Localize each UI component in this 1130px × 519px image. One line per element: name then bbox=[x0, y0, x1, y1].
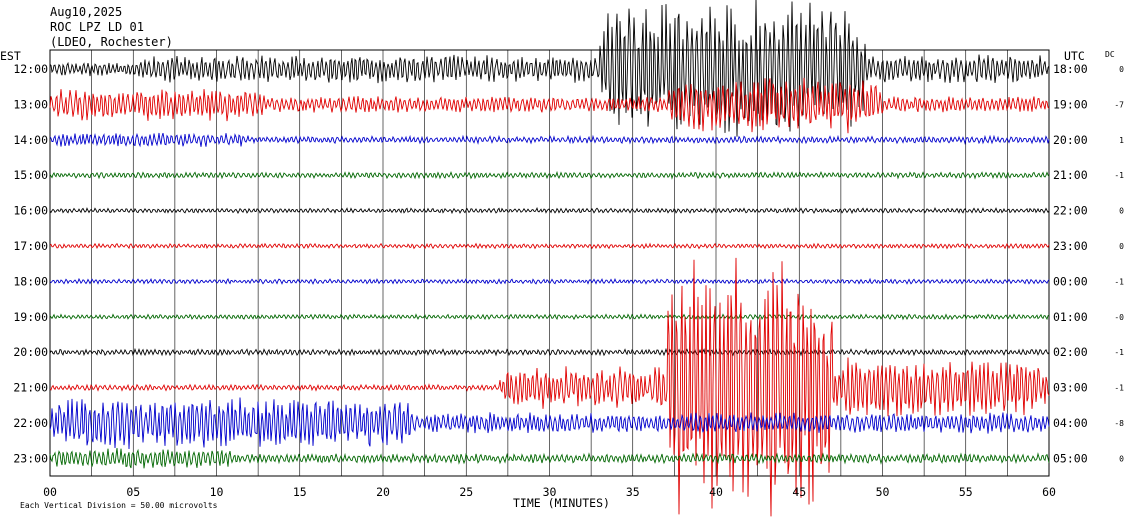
est-hour-label: 17:00 bbox=[13, 239, 48, 253]
est-hour-labels: 12:00 13:00 14:00 15:00 16:00 17:00 18:00 19:00… bbox=[13, 62, 48, 465]
x-tick-label: 00 bbox=[43, 485, 57, 499]
seismic-trace-1200 bbox=[49, 0, 1050, 137]
est-hour-label: 13:00 bbox=[13, 97, 48, 111]
x-tick-label: 25 bbox=[459, 485, 473, 499]
seismic-trace-2100 bbox=[49, 257, 1050, 517]
x-tick-label: 30 bbox=[543, 485, 557, 499]
utc-hour-label: 19:00 bbox=[1053, 97, 1088, 111]
seismic-trace-1500 bbox=[49, 170, 1050, 180]
dc-offset-label: 0 bbox=[1119, 242, 1124, 251]
seismic-traces bbox=[49, 0, 1050, 517]
dc-offset-label: 1 bbox=[1119, 136, 1124, 145]
utc-hour-label: 18:00 bbox=[1053, 62, 1088, 76]
left-axis-title: EST bbox=[0, 49, 21, 63]
seismic-trace-1400 bbox=[49, 132, 1050, 148]
est-hour-label: 18:00 bbox=[13, 274, 48, 288]
utc-hour-label: 21:00 bbox=[1053, 168, 1088, 182]
est-hour-label: 14:00 bbox=[13, 133, 48, 147]
x-axis-tick-labels: 00 05 10 15 20 25 30 35 40 45 50 55 60 bbox=[43, 485, 1056, 499]
x-tick-label: 40 bbox=[709, 485, 723, 499]
x-tick-label: 60 bbox=[1042, 485, 1056, 499]
est-hour-label: 23:00 bbox=[13, 451, 48, 465]
seismic-trace-2000 bbox=[49, 347, 1050, 357]
utc-hour-label: 00:00 bbox=[1053, 274, 1088, 288]
x-tick-label: 50 bbox=[876, 485, 890, 499]
dc-offset-label: 0 bbox=[1119, 454, 1124, 463]
dc-offset-labels: 0 -7 1 -1 0 0 -1 -0 -1 -1 -8 0 bbox=[1114, 65, 1124, 463]
seismic-trace-2300 bbox=[49, 448, 1050, 469]
utc-hour-label: 01:00 bbox=[1053, 310, 1088, 324]
x-tick-label: 45 bbox=[792, 485, 806, 499]
x-tick-label: 20 bbox=[376, 485, 390, 499]
dc-offset-label: -0 bbox=[1114, 313, 1124, 322]
dc-offset-label: 0 bbox=[1119, 65, 1124, 74]
time-gridlines bbox=[91, 50, 1008, 476]
est-hour-label: 21:00 bbox=[13, 381, 48, 395]
dc-offset-label: -8 bbox=[1114, 419, 1124, 428]
utc-hour-label: 04:00 bbox=[1053, 416, 1088, 430]
utc-hour-label: 20:00 bbox=[1053, 133, 1088, 147]
dc-offset-label: -1 bbox=[1114, 384, 1124, 393]
chart-header-line-2: ROC LPZ LD 01 bbox=[50, 20, 144, 34]
plot-frame bbox=[49, 49, 1050, 477]
x-tick-label: 05 bbox=[126, 485, 140, 499]
dc-offset-label: -1 bbox=[1114, 277, 1124, 286]
chart-header-line-1: Aug10,2025 bbox=[50, 5, 122, 19]
seismic-trace-1700 bbox=[49, 242, 1050, 250]
dc-offset-label: 0 bbox=[1119, 207, 1124, 216]
x-tick-label: 35 bbox=[626, 485, 640, 499]
footer-scale-note: Each Vertical Division = 50.00 microvolt… bbox=[20, 501, 218, 510]
seismic-trace-1800 bbox=[49, 277, 1050, 285]
est-hour-label: 12:00 bbox=[13, 62, 48, 76]
dc-offset-label: -7 bbox=[1114, 100, 1124, 109]
right-axis-title: UTC bbox=[1064, 49, 1085, 63]
dc-offset-label: -1 bbox=[1114, 171, 1124, 180]
est-hour-label: 15:00 bbox=[13, 168, 48, 182]
utc-hour-label: 02:00 bbox=[1053, 345, 1088, 359]
utc-hour-label: 22:00 bbox=[1053, 204, 1088, 218]
est-hour-label: 22:00 bbox=[13, 416, 48, 430]
utc-hour-label: 03:00 bbox=[1053, 381, 1088, 395]
x-tick-label: 55 bbox=[959, 485, 973, 499]
seismic-trace-1300 bbox=[49, 77, 1050, 134]
seismic-trace-1900 bbox=[49, 313, 1050, 321]
dc-offset-label: -1 bbox=[1114, 348, 1124, 357]
est-hour-label: 20:00 bbox=[13, 345, 48, 359]
x-tick-label: 15 bbox=[293, 485, 307, 499]
chart-header-line-3: (LDEO, Rochester) bbox=[50, 35, 173, 49]
est-hour-label: 16:00 bbox=[13, 204, 48, 218]
utc-hour-label: 23:00 bbox=[1053, 239, 1088, 253]
est-hour-label: 19:00 bbox=[13, 310, 48, 324]
utc-hour-labels: 18:00 19:00 20:00 21:00 22:00 23:00 00:00 01:00… bbox=[1053, 62, 1088, 465]
utc-hour-label: 05:00 bbox=[1053, 451, 1088, 465]
x-axis-title: TIME (MINUTES) bbox=[513, 496, 610, 510]
x-tick-label: 10 bbox=[210, 485, 224, 499]
seismic-trace-1600 bbox=[49, 207, 1050, 215]
dc-column-title: DC bbox=[1105, 50, 1115, 59]
seismic-trace-2200 bbox=[49, 397, 1050, 450]
